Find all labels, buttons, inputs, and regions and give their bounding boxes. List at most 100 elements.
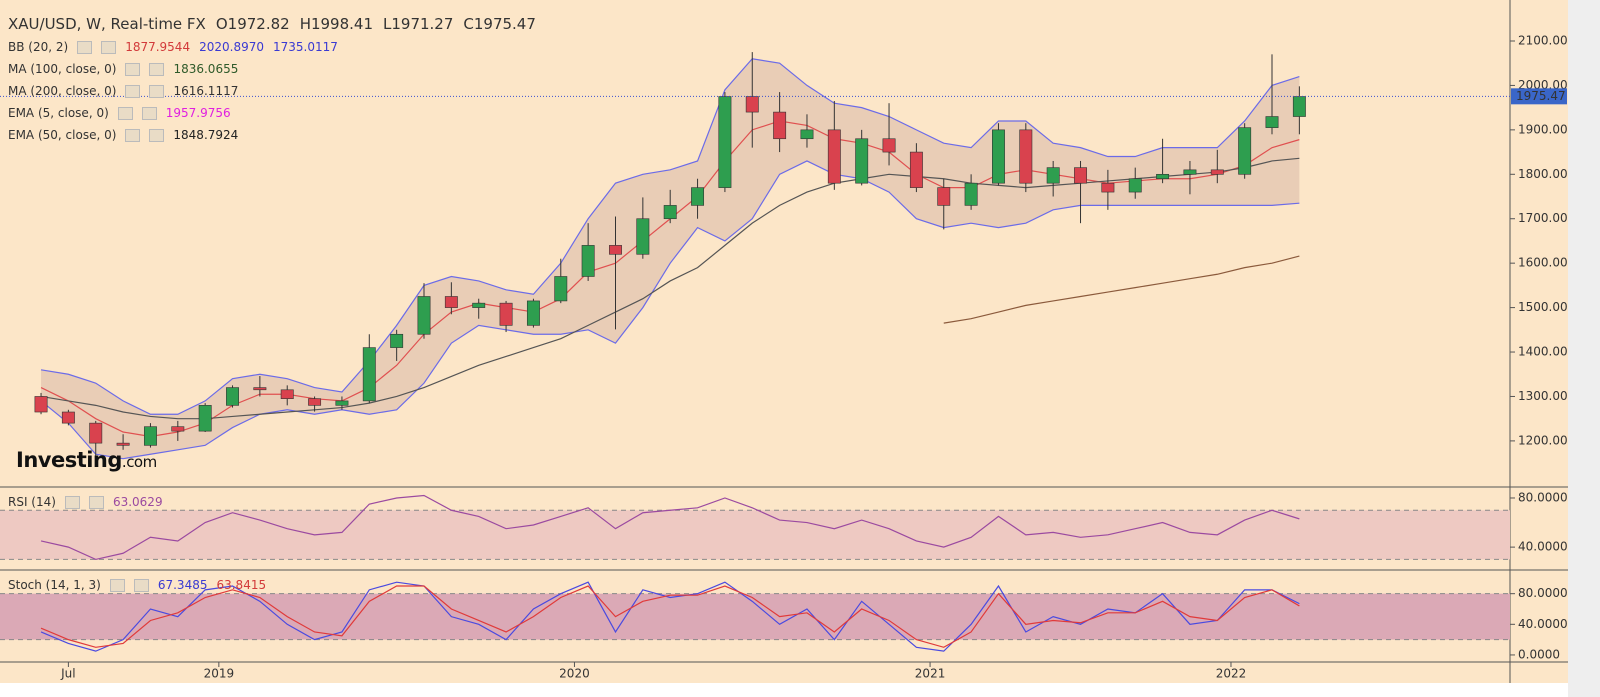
- panel-legend-value: 63.0629: [112, 495, 163, 509]
- y-tick-label: 80.0000: [1518, 490, 1568, 504]
- panel: 0.0000 40.0000 80.0000: [0, 581, 1568, 661]
- candle-body: [937, 187, 951, 206]
- candle-body: [444, 296, 458, 308]
- candle-body: [143, 426, 157, 446]
- indicator-icons[interactable]: [77, 41, 93, 54]
- candle-body: [390, 333, 404, 348]
- candle-body: [773, 111, 787, 140]
- indicator-value: 1957.9756: [165, 106, 231, 120]
- candle-body: [1238, 127, 1252, 175]
- indicator-icons[interactable]: [141, 107, 157, 120]
- candle-body: [1074, 167, 1087, 184]
- candle-body: [745, 96, 759, 113]
- candle-body: [1292, 96, 1306, 117]
- indicator-line: [943, 255, 1300, 324]
- logo-suffix: .com: [121, 453, 157, 471]
- indicator-row: EMA (5, close, 0) 1957.9756: [8, 106, 240, 120]
- symbol[interactable]: XAU/USD, W, Real-time FX: [8, 15, 206, 33]
- last-price-tag: [1511, 88, 1567, 105]
- panel-legend-value: 67.3485: [157, 578, 208, 592]
- candle-body: [1210, 169, 1224, 175]
- indicator-label[interactable]: EMA (5, close, 0): [8, 106, 109, 120]
- indicator-value: 1616.1117: [173, 84, 239, 98]
- x-tick-label: 2020: [559, 667, 590, 681]
- indicator-icons[interactable]: [125, 85, 141, 98]
- y-tick-label: 40.0000: [1518, 540, 1568, 554]
- y-tick-label: 80.0000: [1518, 586, 1568, 600]
- y-tick-label: 1400.00: [1518, 345, 1568, 359]
- y-tick-label: 1900.00: [1518, 122, 1568, 136]
- indicator-icons[interactable]: [101, 41, 117, 54]
- candle-body: [417, 296, 431, 335]
- indicator-label[interactable]: MA (100, close, 0): [8, 62, 117, 76]
- indicator-row: EMA (50, close, 0) 1848.7924: [8, 128, 247, 142]
- indicator-value: 1848.7924: [173, 128, 239, 142]
- indicator-label[interactable]: BB (20, 2): [8, 40, 69, 54]
- candle-body: [909, 151, 923, 188]
- candle-body: [663, 205, 677, 220]
- candle-body: [691, 187, 705, 206]
- indicator-value: 1735.0117: [273, 40, 338, 54]
- candle-body: [171, 426, 185, 432]
- ohlc-close: C1975.47: [463, 15, 536, 33]
- x-tick-label: 2022: [1216, 667, 1247, 681]
- panel-legend: Stoch (14, 1, 3) 67.3485 63.8415: [8, 578, 275, 592]
- candle-body: [1019, 129, 1033, 184]
- indicator-row: MA (200, close, 0) 1616.1117: [8, 84, 247, 98]
- bb-band-fill: [41, 58, 1300, 459]
- candle-body: [226, 387, 239, 406]
- indicator-icons[interactable]: [88, 496, 104, 509]
- candle-body: [1265, 116, 1279, 128]
- panel-legend: RSI (14) 63.0629: [8, 495, 172, 509]
- indicator-line: [40, 58, 1300, 415]
- y-tick-label: 1200.00: [1518, 433, 1568, 447]
- ohlc-low: L1971.27: [383, 15, 454, 33]
- candle-body: [992, 129, 1005, 184]
- x-tick-label: 2021: [915, 667, 946, 681]
- panel: 1200.00 1300.00 1400.00 1500.00 1600.00 1700.…: [0, 33, 1568, 681]
- indicator-icons[interactable]: [149, 129, 165, 142]
- candle-body: [34, 396, 48, 413]
- y-tick-label: 1600.00: [1518, 256, 1568, 270]
- indicator-icons[interactable]: [149, 85, 165, 98]
- candle-body: [526, 300, 540, 326]
- y-tick-label: 1500.00: [1518, 300, 1568, 314]
- symbol-header: XAU/USD, W, Real-time FX O1972.82 H1998.41…: [8, 15, 546, 33]
- candle-body: [89, 422, 103, 444]
- indicator-icons[interactable]: [64, 496, 80, 509]
- band-fill: [0, 510, 1510, 560]
- candle-body: [198, 405, 212, 432]
- indicator-icons[interactable]: [109, 579, 125, 592]
- candle-body: [827, 129, 841, 184]
- y-tick-label: 2100.00: [1518, 33, 1568, 47]
- candle-body: [1046, 167, 1060, 184]
- candle-body: [1183, 169, 1197, 175]
- indicator-label[interactable]: EMA (50, close, 0): [8, 128, 117, 142]
- candle-body: [116, 442, 130, 446]
- panel-title[interactable]: Stoch (14, 1, 3): [8, 578, 101, 592]
- indicator-icons[interactable]: [117, 107, 133, 120]
- indicator-icons[interactable]: [125, 63, 141, 76]
- band-fill: [0, 593, 1510, 640]
- indicator-icons[interactable]: [125, 129, 141, 142]
- indicator-icons[interactable]: [133, 579, 149, 592]
- candle-body: [855, 138, 869, 184]
- indicator-line: [40, 585, 1300, 648]
- candle-body: [636, 218, 650, 255]
- candle-body: [335, 400, 349, 406]
- candle-body: [609, 245, 622, 255]
- candle-body: [718, 96, 732, 188]
- candle-body: [581, 245, 595, 277]
- indicator-row: BB (20, 2) 1877.9544 2020.8970 1735.0117: [8, 40, 347, 54]
- x-tick-label: Jul: [60, 667, 75, 681]
- indicator-label[interactable]: MA (200, close, 0): [8, 84, 117, 98]
- candle-body: [800, 129, 814, 140]
- indicator-value: 1877.9544: [125, 40, 191, 54]
- indicator-line: [40, 160, 1300, 460]
- panel: 40.0000 80.0000: [0, 490, 1568, 561]
- panel-title[interactable]: RSI (14): [8, 495, 56, 509]
- indicator-icons[interactable]: [149, 63, 165, 76]
- y-tick-label: 40.0000: [1518, 617, 1568, 631]
